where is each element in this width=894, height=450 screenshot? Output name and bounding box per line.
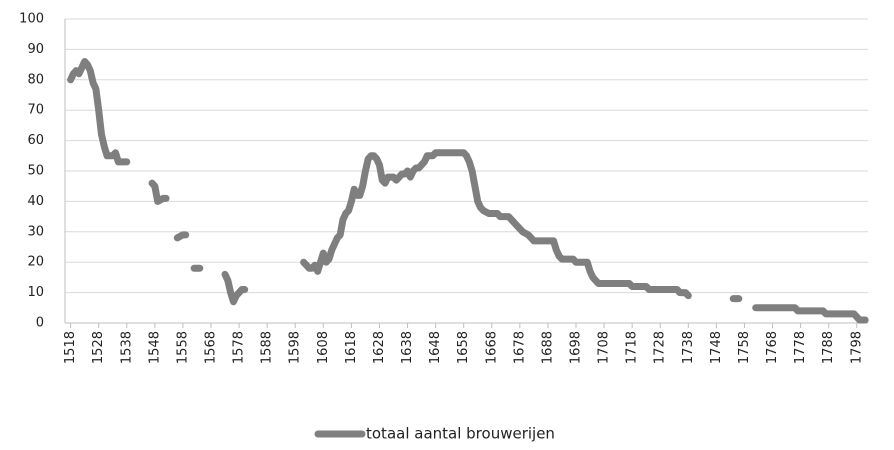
y-tick-label: 80	[27, 72, 44, 87]
x-tick-label: 1708	[597, 331, 612, 364]
y-tick-label: 0	[36, 316, 44, 331]
x-tick-label: 1688	[540, 331, 555, 364]
x-tick-label: 1618	[344, 331, 359, 364]
x-tick-label: 1578	[232, 331, 247, 364]
x-tick-label: 1718	[625, 331, 640, 364]
x-tick-label: 1558	[175, 331, 190, 364]
x-tick-label: 1658	[456, 331, 471, 364]
x-tick-label: 1668	[484, 331, 499, 364]
y-tick-label: 70	[27, 103, 44, 118]
x-tick-label: 1728	[653, 331, 668, 364]
x-tick-label: 1778	[793, 331, 808, 364]
y-tick-label: 30	[27, 224, 44, 239]
legend-label: totaal aantal brouwerijen	[366, 425, 555, 443]
x-tick-label: 1588	[260, 331, 275, 364]
y-tick-label: 60	[27, 133, 44, 148]
x-tick-label: 1628	[372, 331, 387, 364]
x-tick-label: 1798	[849, 331, 864, 364]
x-tick-label: 1788	[821, 331, 836, 364]
y-tick-label: 90	[27, 42, 44, 57]
x-tick-label: 1608	[316, 331, 331, 364]
x-tick-label: 1638	[400, 331, 415, 364]
x-tick-label: 1678	[512, 331, 527, 364]
x-tick-label: 1738	[681, 331, 696, 364]
y-tick-label: 10	[27, 285, 44, 300]
y-tick-label: 50	[27, 164, 44, 179]
y-tick-label: 20	[27, 255, 44, 270]
x-tick-label: 1548	[147, 331, 162, 364]
x-tick-label: 1538	[119, 331, 134, 364]
x-tick-label: 1598	[288, 331, 303, 364]
x-tick-label: 1518	[63, 331, 78, 364]
y-tick-label: 40	[27, 194, 44, 209]
x-tick-label: 1758	[737, 331, 752, 364]
x-tick-label: 1648	[428, 331, 443, 364]
x-tick-label: 1698	[569, 331, 584, 364]
y-tick-label: 100	[19, 12, 44, 27]
x-tick-label: 1568	[204, 331, 219, 364]
x-tick-label: 1528	[91, 331, 106, 364]
x-tick-label: 1748	[709, 331, 724, 364]
x-tick-label: 1768	[765, 331, 780, 364]
data-line	[67, 58, 869, 324]
